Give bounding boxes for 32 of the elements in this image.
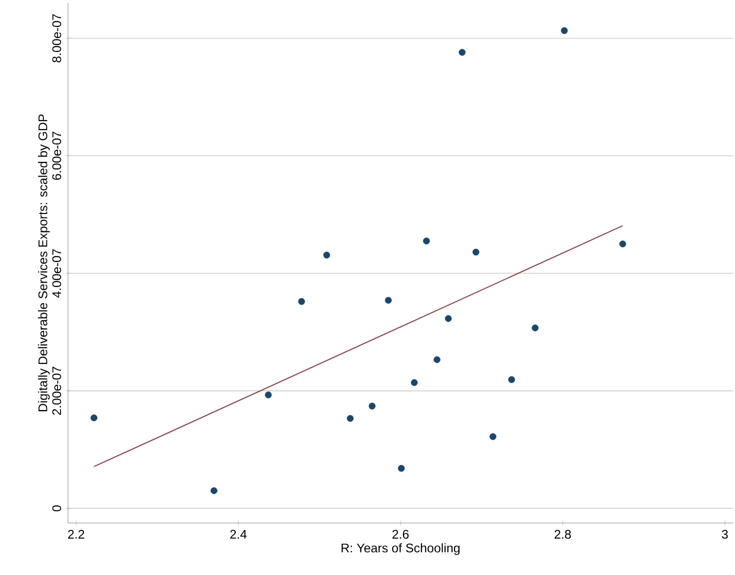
y-tick-label: 0 bbox=[52, 505, 62, 512]
y-tick-label: 4.00e-07 bbox=[52, 249, 62, 298]
x-tick-label: 2.2 bbox=[68, 530, 84, 539]
y-axis-title: Digitally Deliverable Services Exports: scaled by GDP bbox=[38, 114, 50, 412]
point bbox=[472, 248, 480, 256]
point bbox=[458, 48, 466, 56]
point bbox=[210, 487, 218, 494]
point bbox=[423, 238, 430, 244]
x-axis-title: R: Years of Schooling bbox=[342, 543, 460, 555]
point bbox=[264, 392, 272, 398]
y-tick-label: 6.00e-07 bbox=[52, 132, 62, 180]
point bbox=[444, 315, 452, 322]
point bbox=[298, 298, 305, 305]
point bbox=[434, 356, 440, 364]
point bbox=[346, 415, 354, 422]
point bbox=[619, 240, 626, 248]
point bbox=[508, 376, 516, 384]
point bbox=[410, 379, 418, 386]
point bbox=[384, 296, 392, 304]
point bbox=[90, 414, 98, 422]
point bbox=[398, 464, 405, 472]
x-tick-label: 2.4 bbox=[230, 530, 247, 539]
x-tick-label: 2.8 bbox=[554, 530, 571, 539]
point bbox=[560, 27, 568, 34]
x-tick-label: 2.6 bbox=[392, 530, 409, 539]
point bbox=[532, 324, 539, 332]
point bbox=[323, 252, 330, 258]
y-tick-label: 2.00e-07 bbox=[52, 366, 62, 415]
x-tick-label: 3 bbox=[722, 530, 728, 539]
point bbox=[368, 402, 376, 410]
y-tick-label: 8.00e-07 bbox=[52, 14, 62, 62]
point bbox=[490, 433, 496, 440]
